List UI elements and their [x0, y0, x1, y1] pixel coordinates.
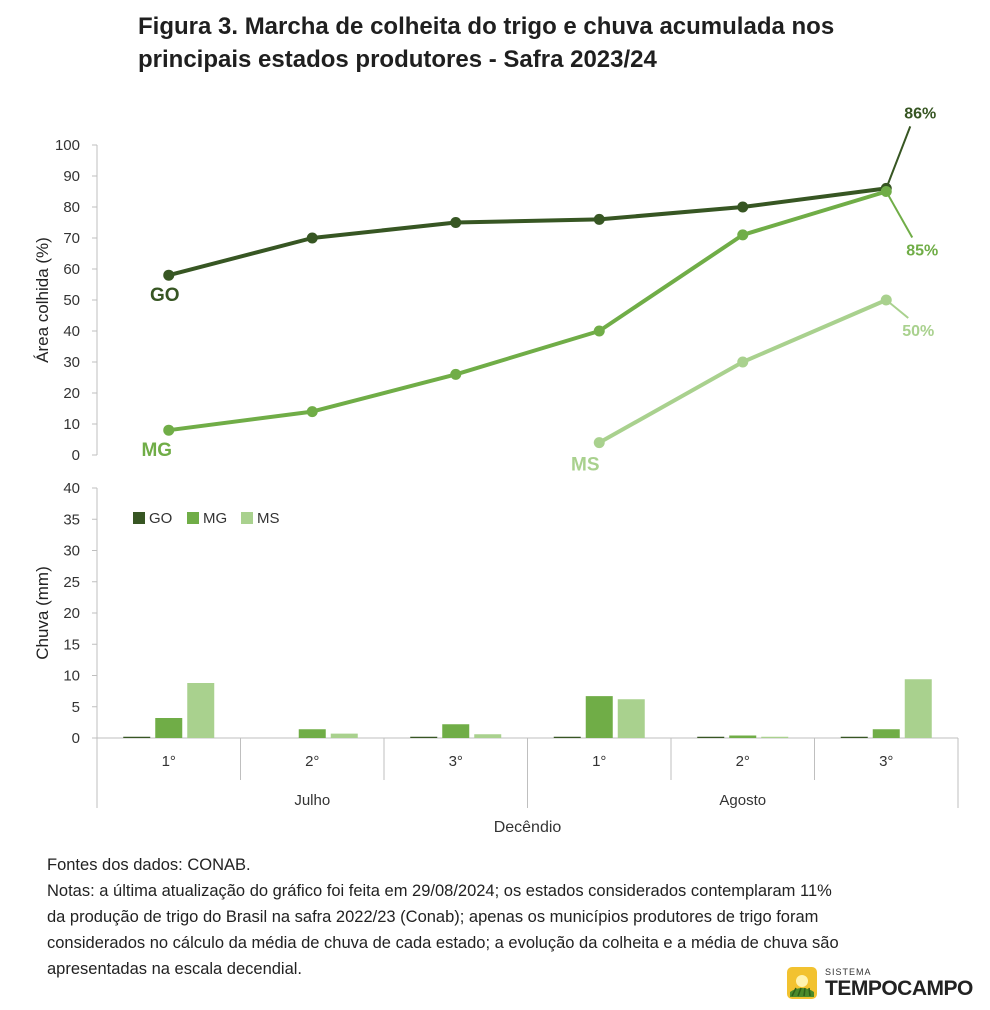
bar-mg	[155, 718, 183, 738]
series-line-go	[168, 186, 887, 278]
bar-y-tick-label: 0	[72, 730, 80, 747]
bar-x-tick-label: 3°	[879, 753, 893, 770]
bar-go	[553, 736, 581, 738]
data-point-mg	[163, 424, 175, 436]
data-point-go	[593, 213, 605, 225]
series-line-mg	[168, 189, 887, 433]
data-point-mg	[306, 406, 318, 418]
line-y-tick-label: 20	[63, 385, 80, 402]
data-point-mg	[450, 368, 462, 380]
bar-y-tick-label: 30	[63, 543, 80, 560]
bar-group-label: Agosto	[719, 792, 766, 809]
notes-line-3: considerados no cálculo da média de chuv…	[47, 934, 839, 952]
legend-label-mg: MG	[203, 510, 227, 527]
bar-y-tick-label: 35	[63, 511, 80, 528]
chart-notes: Fontes dos dados: CONAB. Notas: a última…	[47, 852, 977, 982]
logo-sun-icon	[787, 967, 817, 999]
bar-mg	[585, 696, 613, 738]
legend-label-go: GO	[149, 510, 172, 527]
bar-x-tick-label: 2°	[305, 753, 319, 770]
end-label-leader	[885, 191, 914, 238]
data-point-ms	[593, 437, 605, 449]
bar-y-tick-label: 40	[63, 480, 80, 497]
data-point-mg	[593, 325, 605, 337]
logo-small-text: SISTEMA	[825, 967, 872, 977]
data-point-go	[450, 217, 462, 228]
line-y-tick-label: 10	[63, 416, 80, 433]
bar-ms	[187, 683, 215, 738]
bar-x-tick-label: 2°	[736, 753, 750, 770]
title-line-2: principais estados produtores - Safra 20…	[138, 46, 657, 73]
series-line-ms	[598, 298, 888, 445]
data-point-go	[163, 269, 175, 281]
notes-line-2: da produção de trigo do Brasil na safra …	[47, 908, 819, 926]
line-y-tick-label: 80	[63, 199, 80, 216]
end-label-leader	[885, 126, 912, 189]
end-label-go: 86%	[904, 105, 936, 122]
end-label-leader	[885, 299, 909, 319]
line-y-tick-label: 60	[63, 261, 80, 278]
bar-go	[410, 736, 438, 738]
bar-ms	[617, 699, 645, 738]
bar-ms	[474, 734, 502, 738]
logo-big-text: TEMPOCAMPO	[825, 977, 973, 1000]
tempocampo-logo: SISTEMA TEMPOCAMPO	[786, 964, 976, 1004]
legend-swatch-go	[133, 512, 145, 524]
notes-source: Fontes dos dados: CONAB.	[47, 856, 251, 874]
line-y-tick-label: 40	[63, 323, 80, 340]
bar-ms	[761, 736, 789, 738]
series-label-mg: MG	[141, 440, 172, 461]
notes-line-1: Notas: a última atualização do gráfico f…	[47, 882, 832, 900]
bar-mg	[872, 729, 900, 738]
bar-x-tick-label: 1°	[162, 753, 176, 770]
bar-ms	[330, 733, 358, 738]
bar-y-tick-label: 10	[63, 668, 80, 685]
legend-swatch-ms	[241, 512, 253, 524]
bar-y-tick-label: 15	[63, 636, 80, 653]
notes-line-4: apresentadas na escala decendial.	[47, 960, 303, 978]
series-label-go: GO	[150, 285, 180, 306]
legend-swatch-mg	[187, 512, 199, 524]
line-y-tick-label: 0	[72, 447, 80, 464]
end-label-mg: 85%	[906, 243, 938, 260]
bar-y-tick-label: 20	[63, 605, 80, 622]
chart-title: Figura 3. Marcha de colheita do trigo e …	[138, 10, 938, 76]
bar-go	[697, 736, 725, 738]
line-y-tick-label: 50	[63, 292, 80, 309]
series-label-ms: MS	[571, 455, 600, 476]
title-line-1: Figura 3. Marcha de colheita do trigo e …	[138, 13, 835, 40]
bar-x-tick-label: 1°	[592, 753, 606, 770]
bar-group-label: Julho	[294, 792, 330, 809]
bar-go	[840, 736, 868, 738]
line-y-tick-label: 30	[63, 354, 80, 371]
bar-y-tick-label: 25	[63, 574, 80, 591]
line-y-tick-label: 90	[63, 168, 80, 185]
line-y-axis-label: Área colhida (%)	[33, 237, 52, 363]
bar-mg	[442, 724, 470, 738]
data-point-ms	[737, 356, 749, 368]
line-y-tick-label: 100	[55, 137, 80, 154]
end-label-ms: 50%	[902, 323, 934, 340]
bar-mg	[729, 735, 757, 738]
bar-x-axis-label: Decêndio	[494, 819, 562, 836]
data-point-mg	[737, 229, 749, 241]
bar-y-tick-label: 5	[72, 699, 80, 716]
bar-go	[123, 736, 151, 738]
legend-label-ms: MS	[257, 510, 280, 527]
bar-mg	[298, 729, 326, 738]
data-point-go	[306, 232, 318, 244]
line-y-tick-label: 70	[63, 230, 80, 247]
bar-x-tick-label: 3°	[449, 753, 463, 770]
data-point-go	[737, 201, 749, 213]
bar-ms	[904, 679, 932, 738]
bar-y-axis-label: Chuva (mm)	[33, 566, 52, 660]
